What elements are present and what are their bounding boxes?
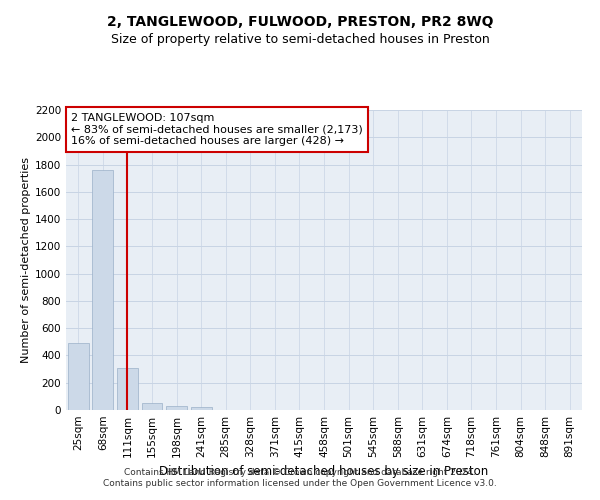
Text: Size of property relative to semi-detached houses in Preston: Size of property relative to semi-detach…	[110, 32, 490, 46]
X-axis label: Distribution of semi-detached houses by size in Preston: Distribution of semi-detached houses by …	[160, 466, 488, 478]
Bar	[117, 368, 138, 410]
Text: Contains HM Land Registry data © Crown copyright and database right 2024.
Contai: Contains HM Land Registry data © Crown c…	[103, 468, 497, 487]
Y-axis label: Number of semi-detached properties: Number of semi-detached properties	[21, 157, 31, 363]
Text: 2, TANGLEWOOD, FULWOOD, PRESTON, PR2 8WQ: 2, TANGLEWOOD, FULWOOD, PRESTON, PR2 8WQ	[107, 15, 493, 29]
Text: 2 TANGLEWOOD: 107sqm
← 83% of semi-detached houses are smaller (2,173)
16% of se: 2 TANGLEWOOD: 107sqm ← 83% of semi-detac…	[71, 113, 363, 146]
Bar	[166, 406, 187, 410]
Bar	[191, 408, 212, 410]
Bar	[68, 343, 89, 410]
Bar	[142, 402, 163, 410]
Bar	[92, 170, 113, 410]
